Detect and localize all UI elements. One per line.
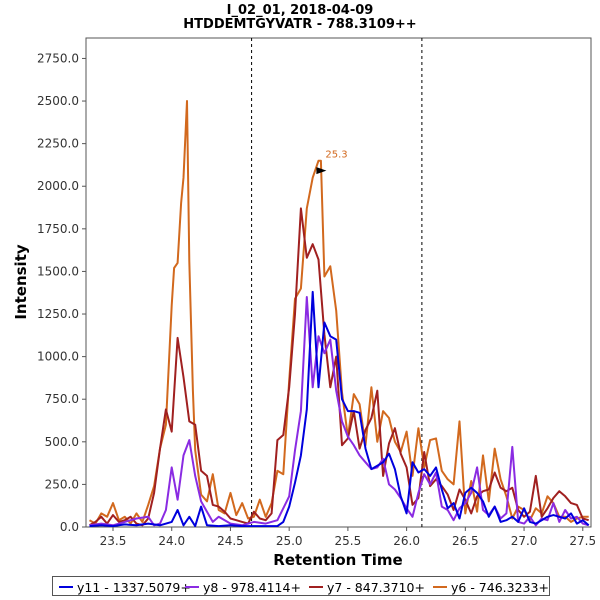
y-tick-label: 1750.0 (37, 222, 79, 236)
series-lines (89, 100, 590, 527)
y-tick-label: 1250.0 (37, 307, 79, 321)
x-tick-label: 24.5 (217, 534, 244, 548)
y-tick-label: 1500.0 (37, 264, 79, 278)
y-tick-label: 2500.0 (37, 94, 79, 108)
y-tick-label: 2000.0 (37, 179, 79, 193)
legend-label-y8: y8 - 978.4114+ (203, 580, 301, 595)
x-tick-label: 26.0 (393, 534, 420, 548)
y-tick-label: 500.0 (45, 435, 79, 449)
x-tick-label: 27.0 (511, 534, 538, 548)
chart-title-line1: I_02_01, 2018-04-09 (227, 3, 374, 18)
y-tick-label: 250.0 (45, 477, 79, 491)
legend-swatch-y11 (59, 586, 73, 588)
y-tick-label: 0.0 (60, 520, 79, 534)
x-axis-ticks: 23.5 24.0 24.5 25.0 25.5 26.0 26.5 27.0 27.5 (100, 527, 596, 548)
legend: y11 - 1337.5079+ y8 - 978.4114+ y7 - 847… (52, 576, 550, 596)
x-tick-label: 27.5 (569, 534, 596, 548)
peak-annotation-label: 25.3 (325, 150, 347, 161)
x-tick-label: 24.0 (158, 534, 185, 548)
x-tick-label: 25.5 (335, 534, 362, 548)
x-axis-title: Retention Time (273, 551, 402, 569)
legend-label-y6: y6 - 746.3233+ (451, 580, 549, 595)
y-tick-label: 1000.0 (37, 350, 79, 364)
y-axis-title: Intensity (12, 244, 30, 320)
chart-title-line2: HTDDEMTGYVATR - 788.3109++ (183, 17, 416, 32)
legend-swatch-y6 (433, 586, 447, 588)
y-tick-label: 750.0 (45, 392, 79, 406)
peak-annotation: 25.3 (316, 150, 348, 175)
y-axis-ticks: 0.0 250.0 500.0 750.0 1000.0 1250.0 1500.0 1750… (37, 51, 86, 534)
plot-area (85, 37, 592, 528)
series-line-y6 (89, 100, 589, 525)
x-tick-label: 23.5 (100, 534, 127, 548)
y-tick-label: 2250.0 (37, 137, 79, 151)
legend-swatch-y7 (309, 586, 323, 588)
x-tick-label: 25.0 (276, 534, 303, 548)
legend-swatch-y8 (185, 586, 199, 588)
series-line-y11 (89, 290, 590, 527)
x-tick-label: 26.5 (452, 534, 479, 548)
peak-arrow-icon (316, 167, 327, 175)
y-tick-label: 2750.0 (37, 51, 79, 65)
legend-label-y11: y11 - 1337.5079+ (77, 580, 191, 595)
legend-label-y7: y7 - 847.3710+ (327, 580, 425, 595)
